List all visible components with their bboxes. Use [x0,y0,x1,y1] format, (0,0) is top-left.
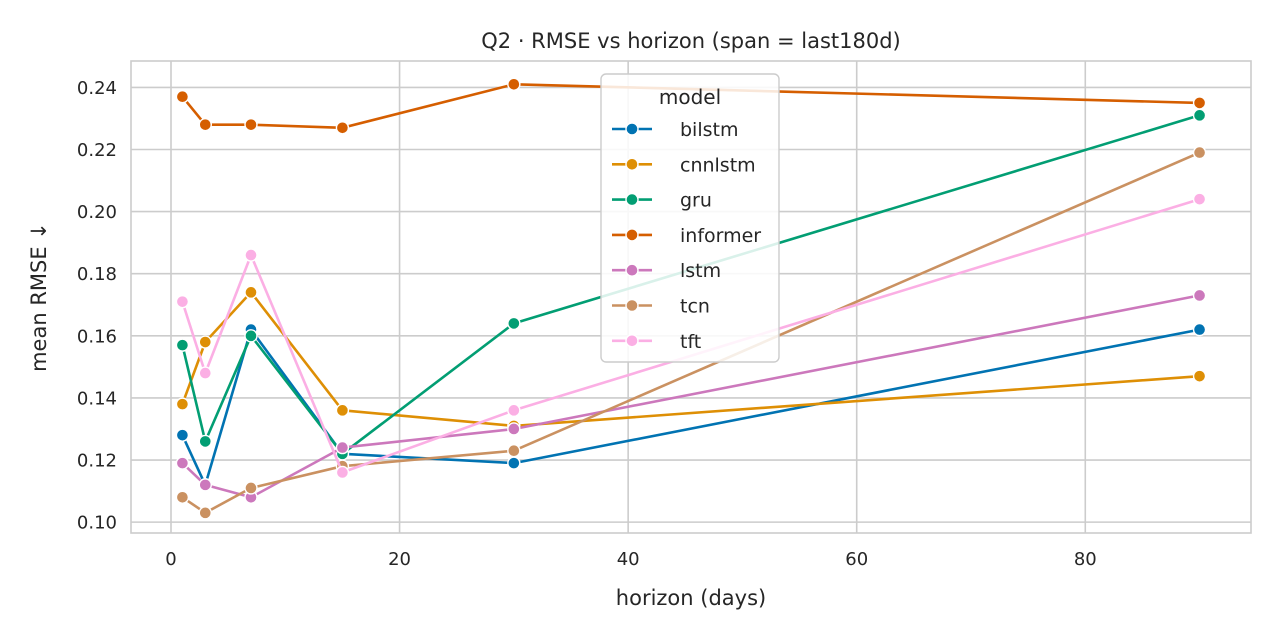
legend-item-gru: gru [612,190,712,212]
data-point-gru [1192,108,1207,123]
data-point-tft [335,465,350,480]
data-point-tft [1192,192,1207,206]
data-point-cnnlstm [198,335,212,349]
data-point-tcn [507,444,521,458]
legend: model bilstm cnnlstm gru informer lstm tcn tft [600,73,780,363]
data-point-lstm [507,422,521,436]
data-point-gru [175,338,190,352]
data-point-lstm [1192,288,1207,303]
series-tcn [175,145,1207,520]
legend-swatch-marker [625,263,639,277]
data-point-cnnlstm [335,403,350,418]
y-tick-label: 0.24 [77,78,117,99]
data-point-tcn [198,506,212,520]
data-point-informer [1192,96,1207,110]
data-point-informer [175,90,190,104]
series-tft [175,192,1207,480]
data-point-informer [335,121,350,135]
data-point-tft [507,403,521,418]
legend-swatch-marker [625,122,639,136]
legend-item-cnnlstm: cnnlstm [612,154,756,176]
y-tick-label: 0.22 [77,140,117,161]
legend-label: informer [680,225,761,247]
data-point-cnnlstm [175,397,190,411]
legend-item-bilstm: bilstm [612,119,738,141]
x-tick-label: 20 [388,549,411,570]
data-point-informer [507,77,521,91]
legend-swatch-marker [625,298,639,313]
data-point-informer [244,117,258,132]
data-point-gru [507,316,521,331]
data-point-lstm [198,478,212,492]
legend-label: tft [680,331,701,353]
data-point-cnnlstm [244,285,258,300]
legend-item-tft: tft [612,331,701,353]
data-point-tft [175,294,190,309]
legend-swatch-marker [625,228,639,242]
legend-label: bilstm [680,119,738,141]
data-point-tcn [175,490,190,504]
legend-item-tcn: tcn [612,296,710,318]
legend-item-lstm: lstm [612,260,721,282]
data-point-informer [198,117,212,132]
y-tick-label: 0.18 [77,264,117,285]
legend-label: cnnlstm [680,154,756,176]
y-tick-label: 0.14 [77,388,117,409]
series-cnnlstm [175,285,1207,433]
legend-swatch-marker [625,157,639,172]
y-axis-label: mean RMSE ↓ [27,222,51,372]
chart-title: Q2 · RMSE vs horizon (span = last180d) [481,29,901,53]
data-point-cnnlstm [1192,369,1207,383]
data-point-tft [244,248,258,262]
series-line-bilstm [181,328,1200,487]
y-tick-label: 0.10 [77,513,117,534]
legend-item-informer: informer [612,225,761,247]
data-point-lstm [335,440,350,455]
data-point-bilstm [507,456,521,470]
y-tick-label: 0.20 [77,202,117,223]
data-point-tcn [1192,145,1207,160]
data-point-tcn [244,481,258,495]
data-point-gru [244,329,258,343]
legend-label: lstm [680,260,721,282]
x-tick-label: 0 [165,549,176,570]
data-point-bilstm [175,428,190,442]
data-point-gru [198,434,212,449]
series-line-cnnlstm [181,290,1200,428]
x-tick-label: 60 [845,549,868,570]
data-point-tft [198,366,212,380]
plot-frame [130,60,1252,534]
y-tick-label: 0.16 [77,326,117,347]
legend-title: model [659,85,721,109]
data-point-bilstm [1192,322,1207,337]
x-tick-label: 80 [1074,549,1097,570]
legend-label: tcn [680,296,710,318]
tick-labels: 0 20 40 60 80 0.10 0.12 0.14 0.16 0.18 0.20 0.22 0.2… [77,78,1097,570]
x-tick-label: 40 [617,549,640,570]
series-line-tft [181,197,1200,474]
legend-swatch-marker [625,192,639,207]
y-tick-label: 0.12 [77,451,117,472]
legend-swatch-marker [625,334,639,348]
data-point-lstm [175,456,190,470]
legend-box [600,73,780,363]
x-axis-label: horizon (days) [616,586,766,610]
legend-label: gru [680,190,712,212]
